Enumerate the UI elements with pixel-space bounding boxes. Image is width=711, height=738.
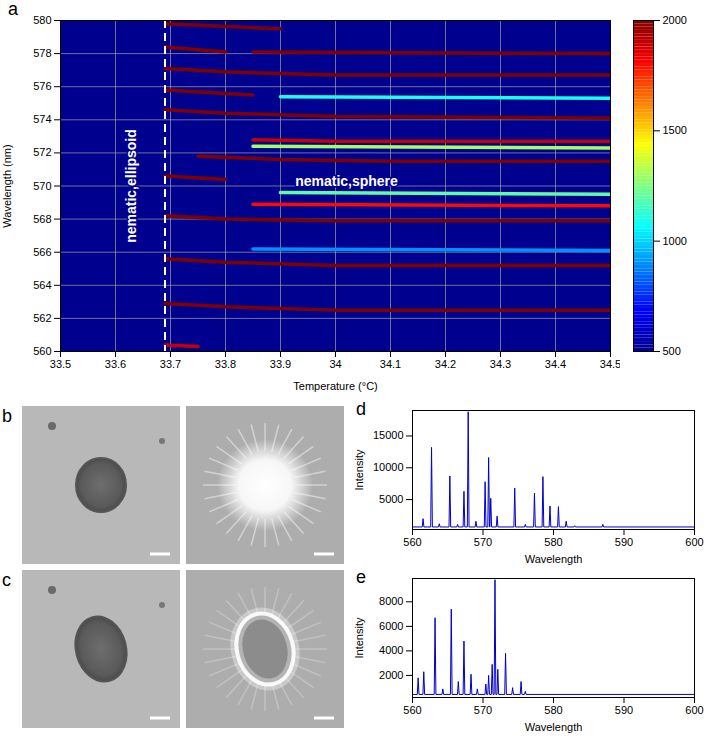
svg-text:570: 570 xyxy=(474,536,492,548)
svg-text:c: c xyxy=(2,570,11,590)
svg-text:5000: 5000 xyxy=(379,493,403,505)
svg-text:Temperature (°C): Temperature (°C) xyxy=(293,380,377,392)
svg-text:b: b xyxy=(2,406,12,426)
svg-text:562: 562 xyxy=(33,312,51,324)
svg-text:10000: 10000 xyxy=(373,461,404,473)
svg-text:Intensity: Intensity xyxy=(353,617,365,658)
svg-text:2000: 2000 xyxy=(379,669,403,681)
svg-text:600: 600 xyxy=(685,704,703,716)
svg-text:34.4: 34.4 xyxy=(545,358,566,370)
svg-text:34.3: 34.3 xyxy=(490,358,511,370)
svg-text:15000: 15000 xyxy=(373,429,404,441)
svg-text:560: 560 xyxy=(33,345,51,357)
svg-text:570: 570 xyxy=(33,180,51,192)
svg-text:1000: 1000 xyxy=(663,235,687,247)
svg-text:33.8: 33.8 xyxy=(215,358,236,370)
svg-text:500: 500 xyxy=(663,345,681,357)
svg-text:Wavelength (nm): Wavelength (nm) xyxy=(1,144,13,227)
svg-text:560: 560 xyxy=(403,704,421,716)
svg-text:2000: 2000 xyxy=(663,14,687,26)
svg-text:34.2: 34.2 xyxy=(435,358,456,370)
svg-text:33.5: 33.5 xyxy=(50,358,71,370)
svg-text:580: 580 xyxy=(544,704,562,716)
svg-text:578: 578 xyxy=(33,47,51,59)
svg-text:600: 600 xyxy=(685,536,703,548)
svg-text:33.7: 33.7 xyxy=(160,358,181,370)
svg-text:564: 564 xyxy=(33,279,51,291)
svg-text:nematic,sphere: nematic,sphere xyxy=(295,173,398,189)
svg-text:576: 576 xyxy=(33,80,51,92)
svg-text:566: 566 xyxy=(33,246,51,258)
svg-text:33.9: 33.9 xyxy=(270,358,291,370)
svg-text:nematic,ellipsoid: nematic,ellipsoid xyxy=(123,129,139,243)
svg-text:4000: 4000 xyxy=(379,644,403,656)
svg-text:572: 572 xyxy=(33,146,51,158)
html-text:d: d xyxy=(356,399,366,419)
svg-text:590: 590 xyxy=(615,536,633,548)
svg-text:574: 574 xyxy=(33,113,51,125)
svg-text:568: 568 xyxy=(33,213,51,225)
svg-text:34.5: 34.5 xyxy=(600,358,620,370)
svg-text:Intensity: Intensity xyxy=(353,449,365,490)
svg-text:1500: 1500 xyxy=(663,124,687,136)
svg-text:560: 560 xyxy=(403,536,421,548)
svg-text:Wavelength: Wavelength xyxy=(525,721,583,733)
svg-text:580: 580 xyxy=(33,14,51,26)
svg-text:34.1: 34.1 xyxy=(380,358,401,370)
svg-text:Wavelength: Wavelength xyxy=(525,553,583,565)
svg-text:580: 580 xyxy=(544,536,562,548)
svg-text:6000: 6000 xyxy=(379,620,403,632)
svg-text:590: 590 xyxy=(615,704,633,716)
html-text:a: a xyxy=(8,0,18,19)
html-text:e: e xyxy=(356,567,366,587)
svg-text:570: 570 xyxy=(474,704,492,716)
svg-text:8000: 8000 xyxy=(379,595,403,607)
svg-text:34: 34 xyxy=(329,358,341,370)
svg-text:33.6: 33.6 xyxy=(105,358,126,370)
